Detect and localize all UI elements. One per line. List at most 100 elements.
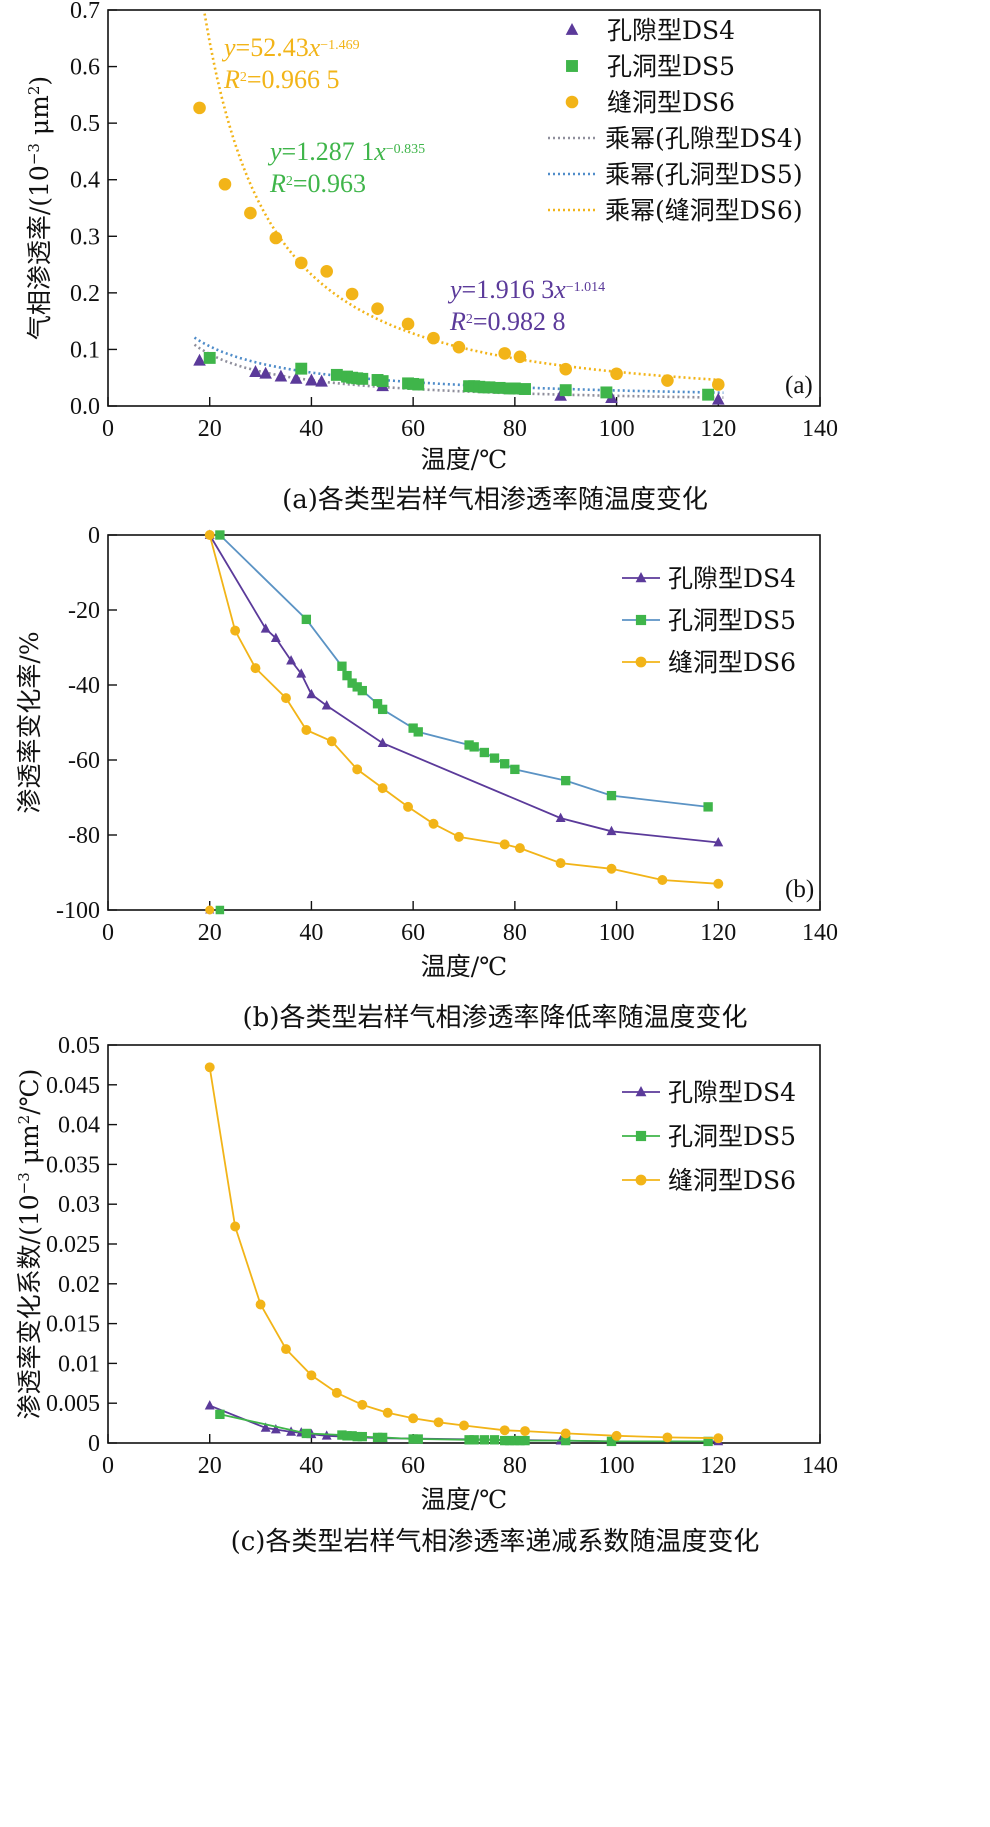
x-tick-label: 0 (102, 416, 114, 442)
legend: 孔隙型DS4 孔洞型DS5 缝洞型DS6 (622, 1078, 796, 1195)
data-point (703, 1436, 713, 1447)
x-tick-label: 100 (599, 920, 635, 946)
data-point (356, 372, 369, 385)
x-axis-label: 温度/℃ (421, 1485, 507, 1514)
x-tick-label: 140 (802, 1453, 838, 1479)
data-point (294, 256, 308, 270)
data-point (357, 1399, 368, 1410)
x-tick-label: 60 (401, 920, 425, 946)
y-tick-label: -40 (68, 673, 100, 699)
data-point (520, 1426, 530, 1437)
equation-ds5: y=1.287 1x−0.835 (267, 137, 425, 166)
data-point (469, 742, 479, 752)
legend-label: 孔隙型DS4 (607, 16, 735, 45)
data-point (337, 661, 347, 671)
data-point (515, 1435, 525, 1446)
y-tick-label: 0.7 (70, 0, 100, 24)
data-point (250, 663, 261, 674)
data-point (204, 1400, 215, 1410)
data-point (561, 775, 571, 786)
x-tick-label: 140 (802, 416, 838, 442)
y-tick-label: 0.0 (70, 394, 100, 420)
data-point (269, 231, 283, 245)
x-tick-label: 20 (198, 416, 222, 442)
data-point (244, 206, 257, 220)
series-line (208, 534, 719, 885)
legend-label: 孔洞型DS5 (668, 606, 796, 635)
data-point (193, 353, 206, 366)
y-axis-label: 气相渗透率/(10−3 μm2) (25, 76, 54, 340)
data-point (510, 1435, 520, 1446)
legend-label: 乘幂(缝洞型DS6) (605, 196, 803, 225)
chart-panel-c: 0 20 40 60 80 100 120 140 0 0.005 0.01 0.015 0.02 0.0… (15, 1033, 838, 1557)
data-point (464, 740, 474, 750)
data-point (218, 177, 232, 191)
legend-marker (635, 1130, 647, 1142)
y-tick-label: 0.2 (70, 281, 100, 307)
x-tick-label: 60 (401, 1453, 425, 1479)
legend: 孔隙型DS4 孔洞型DS5 缝洞型DS6 乘幂(孔隙型DS4) 乘幂(孔洞型DS5) 乘幂… (548, 16, 803, 225)
legend-marker (635, 1174, 647, 1186)
x-tick-label: 140 (802, 920, 838, 946)
data-point (498, 347, 511, 360)
data-point (215, 530, 225, 540)
y-tick-label: 0.02 (58, 1272, 100, 1298)
data-point (559, 362, 573, 376)
x-tick-label: 60 (401, 416, 425, 442)
r-squared-ds6: R2=0.966 5 (223, 65, 340, 94)
x-tick-label: 40 (299, 416, 323, 442)
data-point (352, 764, 363, 775)
data-point (500, 759, 510, 769)
legend-label: 乘幂(孔洞型DS5) (605, 160, 803, 189)
data-point (204, 530, 215, 540)
data-point (499, 839, 510, 850)
x-tick-label: 80 (503, 416, 527, 442)
fit-curve (193, 343, 724, 399)
data-point (289, 371, 303, 384)
legend-label: 孔洞型DS5 (668, 1122, 796, 1151)
data-point (611, 1430, 622, 1441)
panel-tag: (a) (785, 372, 813, 399)
data-point (403, 801, 414, 812)
data-point (600, 386, 613, 399)
data-point (230, 625, 241, 636)
data-point (408, 723, 418, 733)
legend-marker (635, 614, 647, 626)
data-point (413, 727, 423, 737)
data-point (401, 317, 415, 331)
legend-marker (566, 60, 578, 72)
data-point (230, 1221, 241, 1232)
legend-marker (565, 95, 579, 109)
figure-caption: (b)各类型岩样气相渗透率降低率随温度变化 (243, 1003, 748, 1033)
data-point (301, 1428, 312, 1439)
data-point (489, 1435, 500, 1445)
data-point (711, 378, 725, 391)
chart-panel-a: 0 20 40 60 80 100 120 140 0.0 0.1 0.2 0.3 0.4 0.5 0.6 0… (25, 0, 838, 515)
y-tick-label: 0.5 (70, 111, 100, 137)
data-point (301, 725, 312, 735)
data-point (408, 1413, 419, 1424)
x-tick-label: 40 (299, 920, 323, 946)
data-point (514, 843, 525, 854)
data-point (483, 381, 496, 394)
legend-label: 孔洞型DS5 (607, 52, 735, 81)
data-point (193, 101, 206, 115)
data-point (560, 1428, 571, 1439)
y-tick-label: 0.045 (46, 1073, 100, 1099)
r-squared-ds5: R2=0.963 (269, 169, 366, 198)
data-point (662, 1432, 673, 1443)
legend-label: 孔隙型DS4 (668, 1078, 796, 1107)
figure-caption: (c)各类型岩样气相渗透率递减系数随温度变化 (231, 1527, 760, 1557)
y-tick-label: 0.035 (46, 1152, 100, 1178)
data-point (713, 1433, 724, 1444)
y-tick-label: 0 (88, 523, 100, 549)
y-tick-label: -20 (68, 598, 100, 624)
legend-marker (635, 656, 647, 668)
legend-label: 缝洞型DS6 (607, 88, 735, 117)
series-line (219, 534, 709, 808)
data-point (286, 1426, 297, 1436)
x-tick-label: 20 (198, 1453, 222, 1479)
data-point (306, 688, 317, 699)
y-tick-label: 0.04 (58, 1113, 100, 1139)
